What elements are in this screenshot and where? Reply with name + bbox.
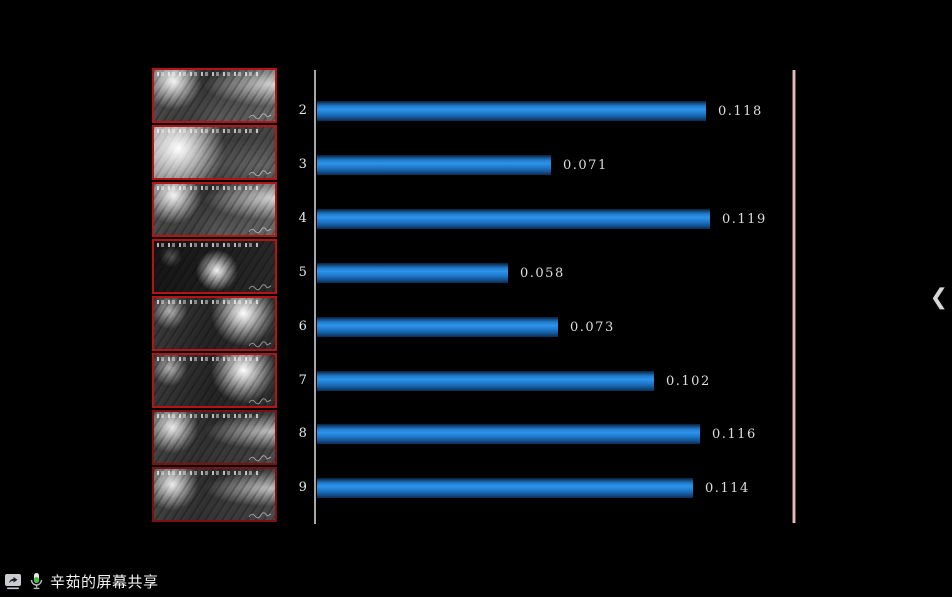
night-scene-image <box>154 298 275 349</box>
bar <box>317 101 706 121</box>
y-axis-line <box>314 70 316 524</box>
bar-category-label: 9 <box>298 480 308 496</box>
bar <box>317 478 693 499</box>
bar <box>317 208 710 229</box>
camera-thumbnail <box>152 353 277 408</box>
night-scene-image <box>154 184 275 235</box>
bar-category-label: 6 <box>298 318 308 334</box>
camera-thumbnail <box>152 467 277 522</box>
bar <box>317 316 558 337</box>
bar <box>317 370 654 391</box>
bar-value-label: 0.119 <box>722 211 767 227</box>
bar-category-label: 5 <box>298 264 308 280</box>
bar-value-label: 0.058 <box>520 265 565 281</box>
night-scene-image <box>154 127 275 178</box>
night-scene-image <box>154 241 275 292</box>
timestamp-overlay <box>157 414 259 418</box>
night-scene-image <box>154 469 275 520</box>
bar-value-label: 0.114 <box>705 481 750 497</box>
night-scene-image <box>154 355 275 406</box>
timestamp-overlay <box>157 243 259 247</box>
camera-thumbnail <box>152 410 277 465</box>
camera-thumbnail <box>152 239 277 294</box>
watermark-squiggle <box>248 170 272 177</box>
night-scene-image <box>154 70 275 121</box>
timestamp-overlay <box>157 186 259 190</box>
watermark-squiggle <box>248 398 272 405</box>
watermark-squiggle <box>248 341 272 348</box>
bar-category-label: 7 <box>298 372 308 388</box>
watermark-squiggle <box>248 455 272 462</box>
bar-category-label: 4 <box>298 210 308 226</box>
microphone-icon <box>30 573 43 590</box>
timestamp-overlay <box>157 129 259 133</box>
bar-category-label: 3 <box>298 156 308 172</box>
bar-category-label: 8 <box>298 426 308 442</box>
night-scene-image <box>154 412 275 463</box>
bar-value-label: 0.073 <box>570 319 615 335</box>
camera-thumbnail-column <box>152 68 277 522</box>
screen-share-label: 辛茹的屏幕共享 <box>50 572 159 591</box>
bar-value-label: 0.116 <box>712 427 757 443</box>
camera-thumbnail <box>152 125 277 180</box>
timestamp-overlay <box>157 357 259 361</box>
screen-share-status-bar: 辛茹的屏幕共享 <box>4 570 159 592</box>
watermark-squiggle <box>248 113 272 120</box>
camera-thumbnail <box>152 296 277 351</box>
camera-thumbnail <box>152 182 277 237</box>
bar-category-label: 2 <box>298 103 308 118</box>
timestamp-overlay <box>157 300 259 304</box>
bar <box>317 262 508 283</box>
reference-line <box>792 70 796 523</box>
bar <box>317 424 700 445</box>
bar-value-label: 0.071 <box>563 157 608 173</box>
timestamp-overlay <box>157 72 259 76</box>
bar-value-label: 0.118 <box>718 104 763 119</box>
timestamp-overlay <box>157 471 259 475</box>
bar-value-label: 0.102 <box>666 373 711 389</box>
collapse-panel-chevron-icon[interactable]: ❮ <box>929 285 948 310</box>
watermark-squiggle <box>248 512 272 519</box>
screen-share-icon <box>5 573 21 589</box>
bar <box>317 154 551 175</box>
watermark-squiggle <box>248 284 272 291</box>
watermark-squiggle <box>248 227 272 234</box>
camera-thumbnail <box>152 68 277 123</box>
